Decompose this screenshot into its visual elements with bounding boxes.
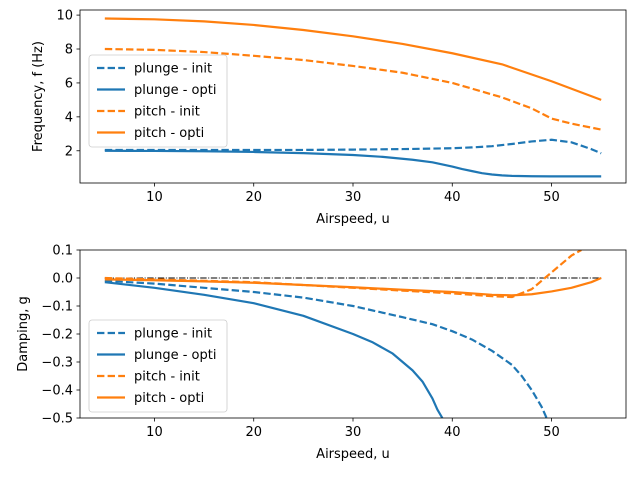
y-tick-label: 10	[56, 9, 73, 24]
legend-label: pitch - init	[134, 370, 200, 385]
legend: plunge - init plunge - opti pitch - init pi…	[89, 320, 227, 412]
legend-label: plunge - init	[134, 62, 212, 77]
x-tick-label: 40	[444, 190, 461, 205]
x-axis-label: Airspeed, u	[316, 447, 390, 462]
y-tick-label: 8	[65, 43, 73, 58]
y-tick-label: 2	[65, 144, 73, 159]
x-tick-label: 10	[146, 425, 163, 440]
damping-panel: 10 20 30 40 50 0.1 0.0 −0.1 −0.2 −0.3 −0.4 −0.5 Airs…	[16, 244, 626, 463]
y-tick-label: −0.5	[41, 412, 73, 427]
y-tick-label: −0.2	[41, 328, 73, 343]
legend-label: plunge - opti	[134, 348, 216, 363]
x-axis-label: Airspeed, u	[316, 212, 390, 227]
y-tick-label: 0.0	[52, 272, 73, 287]
x-tick-label: 20	[245, 425, 262, 440]
legend: plunge - init plunge - opti pitch - init pi…	[89, 55, 227, 147]
y-tick-label: −0.3	[41, 356, 73, 371]
series-line-plunge-opti	[105, 151, 601, 177]
frequency-panel: 10 20 30 40 50 2 4 6 8 10 Airspeed, u Frequency, f …	[31, 9, 626, 227]
y-axis-label: Damping, g	[16, 296, 31, 372]
y-axis-label: Frequency, f (Hz)	[31, 41, 46, 152]
x-tick-label: 30	[345, 190, 362, 205]
y-tick-label: 0.1	[52, 244, 73, 259]
y-tick-label: −0.1	[41, 300, 73, 315]
x-tick-label: 30	[345, 425, 362, 440]
legend-label: pitch - init	[134, 105, 200, 120]
legend-label: plunge - opti	[134, 83, 216, 98]
x-tick-label: 50	[543, 425, 560, 440]
legend-label: plunge - init	[134, 327, 212, 342]
legend-label: pitch - opti	[134, 126, 204, 141]
y-tick-label: 6	[65, 76, 73, 91]
x-tick-label: 10	[146, 190, 163, 205]
y-tick-label: −0.4	[41, 384, 73, 399]
y-tick-label: 4	[65, 110, 73, 125]
x-tick-label: 50	[543, 190, 560, 205]
x-tick-label: 40	[444, 425, 461, 440]
x-tick-label: 20	[245, 190, 262, 205]
legend-label: pitch - opti	[134, 391, 204, 406]
